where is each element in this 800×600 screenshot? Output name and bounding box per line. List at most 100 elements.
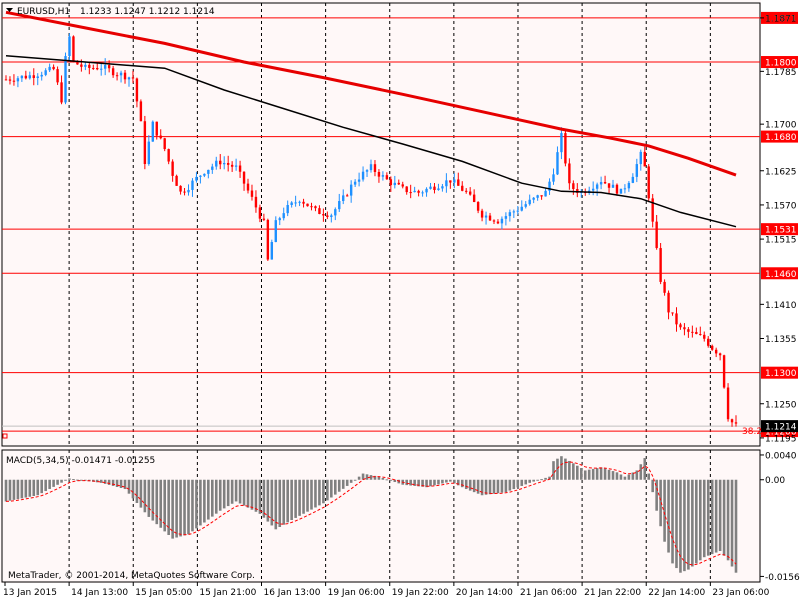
macd-histogram-bar — [341, 479, 345, 489]
macd-histogram-bar — [99, 479, 103, 483]
candle-body — [60, 82, 63, 103]
candle-body — [564, 133, 567, 164]
macd-histogram-bar — [20, 479, 24, 499]
candle-body — [667, 292, 670, 313]
candle-body — [12, 80, 16, 82]
macd-histogram-bar — [357, 476, 361, 480]
candle-body — [282, 213, 285, 219]
candle-body — [100, 68, 103, 70]
candle-body — [294, 202, 297, 204]
macd-histogram-bar — [187, 479, 190, 535]
time-tick-label: 13 Jan 2015 — [3, 588, 57, 598]
macd-histogram-bar — [246, 479, 250, 508]
candle-body — [36, 76, 39, 79]
candle-body — [417, 190, 420, 193]
macd-histogram-bar — [171, 479, 174, 539]
macd-histogram-bar — [72, 479, 75, 481]
candle-body — [103, 65, 107, 69]
candle-body — [488, 215, 492, 221]
candle-body — [234, 165, 238, 167]
candle-body — [191, 180, 194, 190]
macd-histogram-bar — [417, 479, 420, 487]
collapse-triangle-icon[interactable] — [6, 8, 13, 12]
candle-body — [480, 210, 484, 218]
macd-histogram-bar — [330, 479, 333, 498]
candle-body — [445, 180, 448, 187]
time-tick-label: 19 Jan 06:00 — [328, 588, 385, 598]
candle-body — [643, 151, 646, 167]
fib-marker[interactable] — [2, 433, 8, 439]
time-tick-label: 21 Jan 22:00 — [584, 588, 641, 598]
candle-body — [290, 202, 293, 205]
level-price-box — [761, 223, 798, 236]
macd-histogram-bar — [234, 479, 238, 502]
candle-body — [199, 175, 202, 177]
macd-histogram-bar — [167, 479, 170, 536]
price-tick-label: 1.1410 — [765, 301, 797, 311]
candle-body — [385, 175, 389, 180]
macd-histogram-bar — [270, 479, 274, 526]
candle-body — [615, 184, 619, 194]
macd-panel[interactable] — [1, 449, 761, 583]
price-panel[interactable] — [1, 2, 761, 447]
macd-histogram-bar — [647, 473, 651, 480]
level-price-box — [761, 267, 798, 280]
candle-body — [397, 182, 400, 185]
price-tick-label: 1.1515 — [765, 236, 797, 246]
candle-body — [671, 312, 674, 314]
candle-body — [651, 198, 654, 222]
macd-histogram-bar — [337, 479, 341, 492]
candle-body — [76, 60, 79, 65]
level-price-box — [761, 11, 798, 24]
macd-histogram-bar — [480, 479, 484, 496]
macd-histogram-bar — [175, 479, 178, 538]
candle-body — [524, 204, 527, 207]
macd-tick-label: 0.0040 — [765, 451, 797, 461]
candle-body — [703, 334, 706, 339]
macd-histogram-bar — [28, 479, 32, 497]
macd-histogram-bar — [667, 479, 670, 553]
candle-body — [540, 195, 543, 197]
macd-histogram-bar — [322, 479, 325, 504]
macd-histogram-bar — [556, 458, 559, 480]
macd-histogram-bar — [163, 479, 166, 532]
candle-body — [131, 77, 135, 79]
candle-body — [405, 186, 408, 193]
macd-histogram-bar — [24, 479, 28, 498]
price-tick-label: 1.1195 — [765, 434, 797, 444]
level-price-label: 1.1531 — [765, 226, 797, 236]
macd-histogram-bar — [230, 479, 234, 504]
macd-histogram-bar — [619, 474, 623, 480]
macd-histogram-bar — [393, 479, 397, 483]
time-tick-label: 22 Jan 14:00 — [648, 588, 705, 598]
macd-histogram-bar — [516, 479, 520, 488]
macd-histogram-bar — [425, 479, 428, 488]
macd-histogram-bar — [615, 472, 619, 480]
candle-body — [266, 219, 270, 260]
macd-histogram-bar — [679, 479, 682, 573]
macd-histogram-bar — [631, 472, 635, 480]
macd-histogram-bar — [449, 479, 452, 482]
candle-body — [258, 207, 262, 219]
candle-body — [96, 67, 99, 70]
macd-histogram-bar — [603, 468, 607, 480]
candle-body — [246, 183, 250, 191]
candle-body — [338, 201, 341, 210]
macd-histogram-bar — [524, 479, 528, 485]
candle-body — [40, 74, 43, 77]
candle-body — [242, 171, 246, 184]
candle-body — [695, 331, 698, 335]
candle-body — [655, 221, 658, 249]
level-price-box — [761, 56, 798, 69]
macd-histogram-bar — [544, 477, 547, 480]
candle-body — [496, 221, 500, 224]
macd-histogram-bar — [218, 479, 222, 511]
macd-histogram-bar — [409, 479, 412, 486]
macd-histogram-bar — [710, 479, 714, 555]
macd-histogram-bar — [179, 479, 182, 537]
macd-histogram-bar — [159, 479, 163, 528]
macd-histogram-bar — [560, 456, 563, 480]
macd-histogram-bar — [576, 465, 579, 480]
